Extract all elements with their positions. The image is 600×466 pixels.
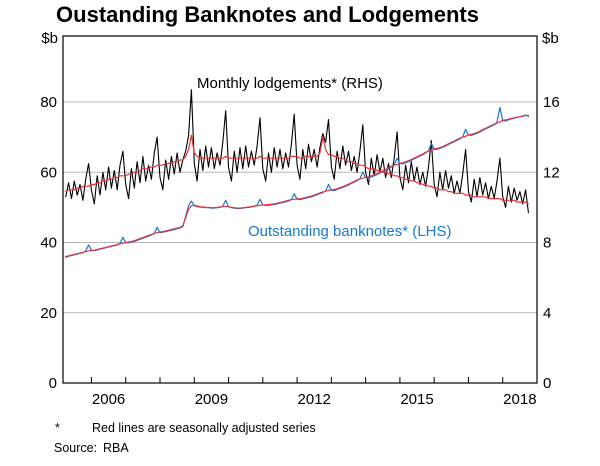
right-tick-label: 4 (543, 305, 551, 322)
right-tick-label: 0 (543, 375, 551, 392)
series-line-red (65, 134, 530, 205)
x-tick-label: 2006 (92, 391, 125, 408)
right-tick-label: 12 (543, 164, 560, 181)
footnote-marker: * (55, 421, 60, 435)
footnote-text: Red lines are seasonally adjusted series (92, 421, 316, 435)
right-tick-label: 16 (543, 94, 560, 111)
x-tick-label: 2012 (298, 391, 331, 408)
right-tick-label: 8 (543, 235, 551, 252)
plot-frame (62, 35, 538, 384)
series-label-lodgements: Monthly lodgements* (RHS) (197, 75, 383, 92)
series-line-black (65, 89, 529, 214)
x-tick-label: 2015 (400, 391, 433, 408)
x-tick-label: 2009 (195, 391, 228, 408)
right-axis-unit-label: $b (542, 30, 559, 47)
left-tick-label: 40 (40, 235, 57, 252)
left-tick-label: 80 (40, 94, 57, 111)
source-value: RBA (103, 441, 129, 455)
page-title: Oustanding Banknotes and Lodgements (56, 2, 479, 27)
left-tick-label: 20 (40, 305, 57, 322)
left-tick-label: 0 (49, 375, 57, 392)
x-tick-label: 2018 (503, 391, 536, 408)
left-tick-label: 60 (40, 164, 57, 181)
series-line-red (65, 114, 530, 258)
left-axis-unit-label: $b (41, 30, 58, 47)
series-label-banknotes: Outstanding banknotes* (LHS) (248, 223, 452, 240)
source-label: Source: (54, 441, 98, 455)
